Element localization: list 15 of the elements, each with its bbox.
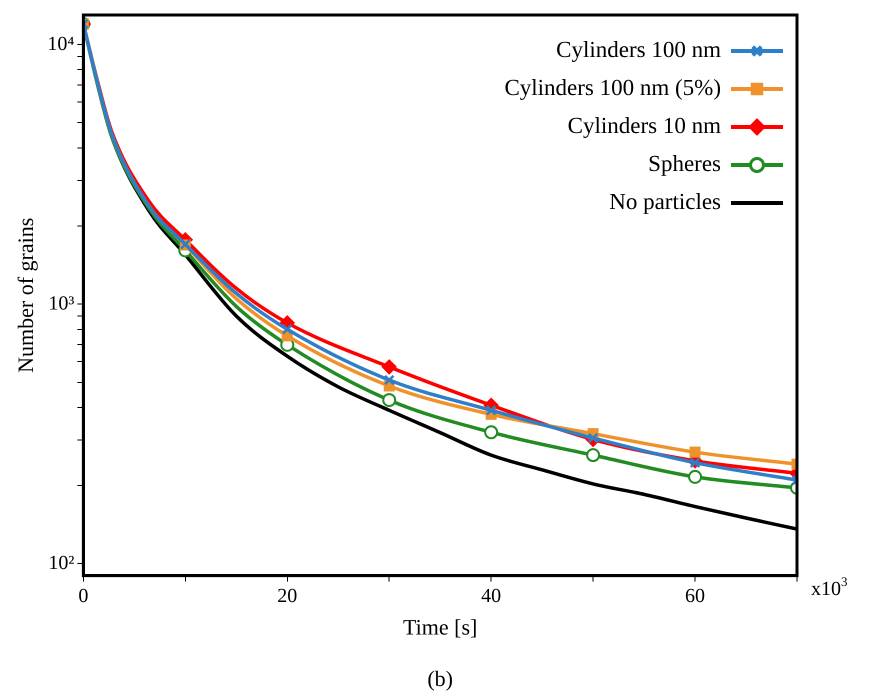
x-tick-label: 20: [277, 584, 298, 607]
y-tick-label: 10²: [48, 552, 74, 574]
x-tick-label: 60: [685, 584, 706, 607]
y-tick-label: 10³: [48, 292, 74, 314]
text: (b): [427, 666, 454, 691]
legend-label: Cylinders 10 nm: [568, 113, 722, 138]
y-tick-label: 10⁴: [47, 32, 74, 55]
legend-label: Cylinders 100 nm (5%): [504, 75, 721, 100]
legend-label: No particles: [609, 189, 722, 214]
y-axis-title: Number of grains: [12, 218, 38, 373]
x-tick-label: 40: [481, 584, 502, 607]
x-tick-label: 0: [78, 584, 88, 607]
legend-label: Cylinders 100 nm: [556, 37, 722, 62]
x-axis-title: Time [s]: [403, 614, 478, 640]
legend-label: Spheres: [648, 151, 722, 176]
